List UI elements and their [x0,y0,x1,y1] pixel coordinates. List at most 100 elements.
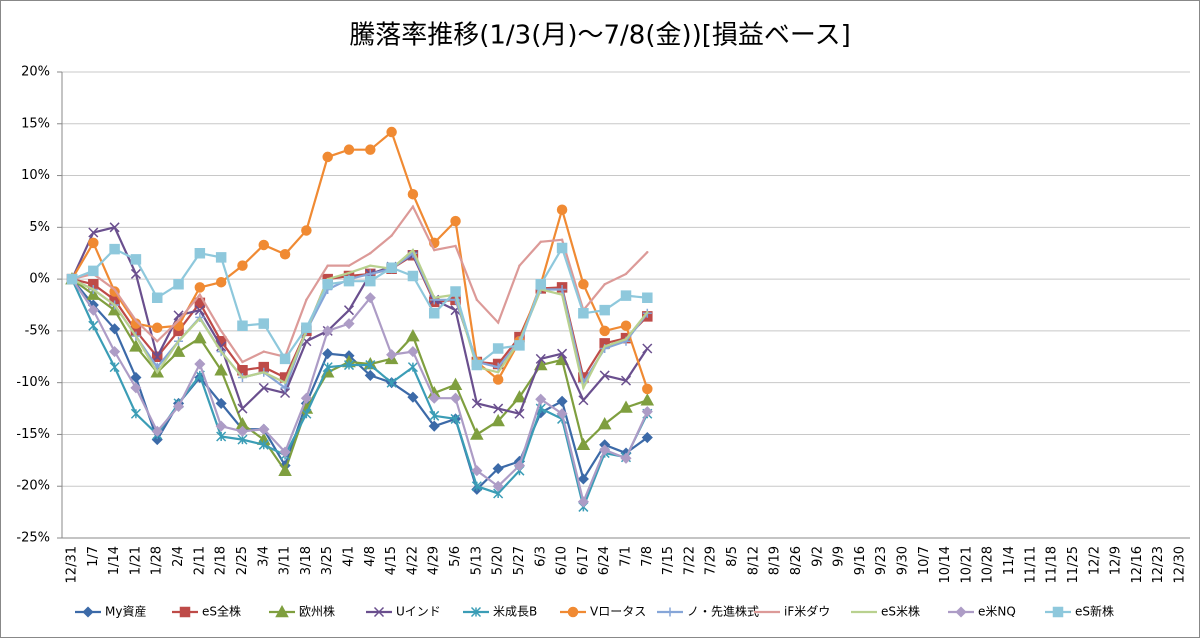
legend-label: Uインド [396,605,441,619]
data-point [173,279,184,290]
data-point [535,353,546,364]
data-point [177,340,180,343]
y-tick-label: 15% [21,116,50,131]
data-point [578,308,589,319]
data-point [597,417,612,430]
data-point [113,303,116,307]
data-point [450,286,461,297]
data-point [129,339,143,352]
data-point [66,273,78,285]
data-point [470,427,484,440]
data-point [152,351,163,362]
x-tick-label: 7/22 [682,546,697,575]
x-tick-label: 1/28 [150,546,165,575]
data-point [428,392,440,404]
data-point [236,425,249,437]
data-point [603,345,606,348]
data-point [492,463,504,475]
data-point [492,374,504,385]
data-point [343,305,355,316]
series-line [71,245,648,367]
data-point [535,393,547,405]
x-tick-label: 2/11 [192,546,207,575]
data-point [88,237,99,249]
data-point [386,126,397,138]
data-point [171,344,186,357]
x-tick-label: 4/8 [363,546,378,567]
data-point [407,188,419,200]
x-tick-label: 9/23 [874,546,889,575]
data-point [642,383,653,395]
legend-label: 米成長B [493,605,537,619]
legend-marker [567,606,579,618]
data-point [258,318,270,329]
x-tick-label: 7/8 [640,546,655,567]
data-point [433,248,436,252]
data-point [237,403,248,414]
data-point [88,320,99,331]
data-point [134,334,138,338]
x-tick-label: 11/4 [1002,546,1017,575]
data-point [279,446,291,458]
data-point [619,400,633,413]
data-point [640,393,655,406]
data-point [496,371,500,374]
data-point [279,249,291,260]
x-tick-label: 7/1 [619,546,634,567]
data-point [496,321,500,324]
data-point [301,408,312,419]
data-point [156,340,159,343]
data-point [86,287,101,300]
legend-marker [179,606,191,618]
data-point [620,290,632,301]
data-point [237,260,248,271]
x-tick-label: 3/18 [299,546,314,575]
y-tick-label: -25% [16,531,50,546]
data-point [535,279,547,290]
data-point [491,413,505,427]
data-point [642,343,653,354]
y-tick-label: -15% [16,427,50,442]
data-point [407,362,418,373]
data-point [578,279,589,290]
data-point [624,272,628,276]
data-point [156,371,159,374]
data-point [177,319,180,322]
data-point [411,248,415,252]
chart-title: 騰落率推移(1/3(月)〜7/8(金))[損益ベース] [349,21,851,51]
x-tick-label: 12/16 [1130,546,1145,583]
data-point [343,275,355,287]
data-point [578,395,589,406]
data-point [262,350,265,353]
data-point [258,382,269,393]
x-tick-label: 8/12 [746,546,761,575]
data-point [492,343,504,354]
data-point [386,262,397,273]
data-point [113,288,116,291]
x-tick-label: 12/23 [1151,546,1166,583]
data-point [216,341,227,352]
data-point [386,349,398,361]
legend-marker [1052,606,1064,618]
data-point [258,423,270,435]
data-point [193,331,207,344]
data-point [642,292,653,304]
x-tick-label: 6/10 [555,546,570,575]
data-point [428,308,440,319]
data-point [343,318,355,330]
data-point [262,371,265,374]
data-point [347,264,351,267]
legend-marker [955,606,967,618]
data-point [364,292,376,304]
data-point [620,375,632,386]
data-point [279,353,291,365]
x-tick-label: 11/11 [1023,546,1038,583]
data-point [556,204,568,215]
data-point [406,329,420,342]
x-tick-label: 1/7 [86,546,101,567]
data-point [151,292,163,304]
data-point [411,205,415,208]
legend-label: iF米ダウ [784,604,830,619]
data-point [556,395,568,407]
x-tick-label: 12/9 [1109,546,1124,575]
